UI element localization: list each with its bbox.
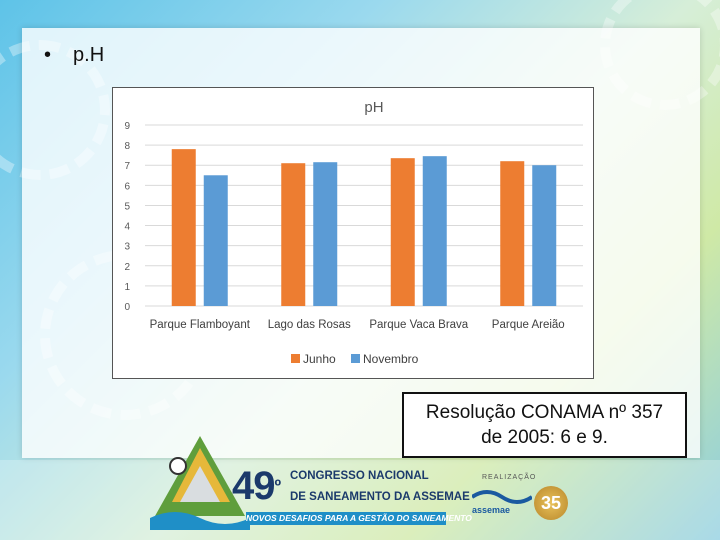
- legend-swatch: [351, 354, 360, 363]
- x-category-label: Lago das Rosas: [268, 319, 351, 331]
- assemae-wave-icon: [472, 490, 532, 504]
- y-tick-label: 3: [124, 242, 130, 253]
- legend-swatch: [291, 354, 300, 363]
- congress-mountain-logo: [150, 436, 250, 530]
- y-tick-label: 5: [124, 201, 130, 212]
- realizacao-label: REALIZAÇÃO: [482, 474, 537, 481]
- bullet-marker: •: [44, 44, 52, 66]
- y-tick-label: 8: [124, 141, 130, 152]
- y-tick-label: 4: [124, 222, 130, 233]
- chart-canvas: pH 0 1 2 3 4 5 6 7 8 9 Parque Flamboyant Lago das Ro…: [124, 99, 583, 366]
- y-tick-label: 2: [124, 262, 130, 273]
- congress-title-line-1: CONGRESSO NACIONAL: [290, 470, 429, 482]
- bar-novembro: [313, 162, 338, 306]
- slide-heading-row: • p.H: [44, 44, 104, 67]
- bar-junho: [390, 158, 415, 306]
- y-tick-label: 9: [124, 121, 130, 132]
- conama-note-box: Resolução CONAMA nº 357 de 2005: 6 e 9.: [402, 392, 687, 458]
- legend-label: Novembro: [363, 352, 419, 366]
- note-line-2: de 2005: 6 e 9.: [481, 427, 608, 448]
- y-tick-label: 6: [124, 181, 130, 192]
- congress-tagline: NOVOS DESAFIOS PARA A GESTÃO DO SANEAMEN…: [246, 512, 472, 525]
- y-tick-label: 0: [124, 302, 130, 313]
- y-tick-label: 7: [124, 161, 130, 172]
- bar-junho: [281, 163, 306, 306]
- x-category-label: Parque Flamboyant: [150, 319, 251, 331]
- y-tick-label: 1: [124, 282, 130, 293]
- chart-title: pH: [364, 99, 383, 116]
- anniversary-badge: 35: [534, 486, 568, 520]
- congress-number: 49º: [232, 464, 281, 508]
- assemae-wordmark: assemae: [472, 505, 511, 515]
- bar-novembro: [203, 175, 228, 306]
- bar-novembro: [422, 156, 447, 306]
- footer-bar: [0, 460, 720, 540]
- x-category-label: Parque Areião: [492, 319, 565, 331]
- ph-bar-chart: pH 0 1 2 3 4 5 6 7 8 9 Parque Flamboyant Lago das Ro…: [112, 87, 594, 379]
- x-category-label: Parque Vaca Brava: [369, 319, 468, 331]
- note-line-1: Resolução CONAMA nº 357: [425, 402, 664, 423]
- bar-novembro: [532, 165, 557, 306]
- congress-title-line-2: DE SANEAMENTO DA ASSEMAE: [290, 491, 470, 503]
- bar-junho: [171, 149, 196, 306]
- legend-label: Junho: [303, 352, 336, 366]
- slide-heading: p.H: [73, 44, 105, 66]
- bar-junho: [500, 161, 525, 306]
